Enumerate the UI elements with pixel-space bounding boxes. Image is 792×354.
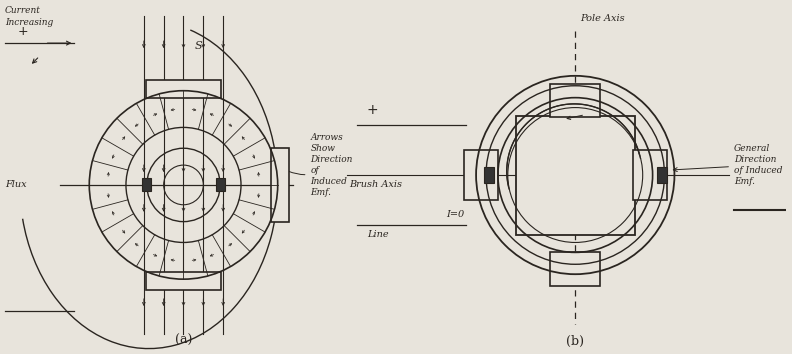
Bar <box>215 178 225 192</box>
Text: +: + <box>18 25 29 38</box>
Text: Line: Line <box>367 230 389 239</box>
Bar <box>147 272 221 290</box>
Text: Current
Increasing: Current Increasing <box>5 6 53 27</box>
Text: +: + <box>367 103 379 116</box>
Text: General
Direction
of Induced
Emf.: General Direction of Induced Emf. <box>673 144 782 186</box>
Text: (b): (b) <box>566 335 584 348</box>
Bar <box>143 178 151 192</box>
Bar <box>633 150 667 200</box>
Bar <box>464 150 498 200</box>
Text: Flux: Flux <box>5 181 27 189</box>
Bar <box>484 167 494 183</box>
Text: Brush Axis: Brush Axis <box>349 181 402 189</box>
Bar <box>147 80 221 98</box>
Bar <box>271 148 288 222</box>
Bar <box>550 84 600 118</box>
Text: S: S <box>195 41 202 51</box>
Bar <box>550 252 600 286</box>
Bar <box>657 167 667 183</box>
Text: Arrows
Show
Direction
of
Induced
Emf.: Arrows Show Direction of Induced Emf. <box>288 133 352 197</box>
Text: Pole Axis: Pole Axis <box>581 14 625 23</box>
Text: (a): (a) <box>175 334 192 347</box>
Bar <box>516 115 634 235</box>
Text: I=0: I=0 <box>447 210 465 219</box>
